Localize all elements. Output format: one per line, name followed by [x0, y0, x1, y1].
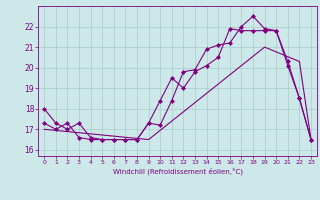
X-axis label: Windchill (Refroidissement éolien,°C): Windchill (Refroidissement éolien,°C) — [113, 168, 243, 175]
